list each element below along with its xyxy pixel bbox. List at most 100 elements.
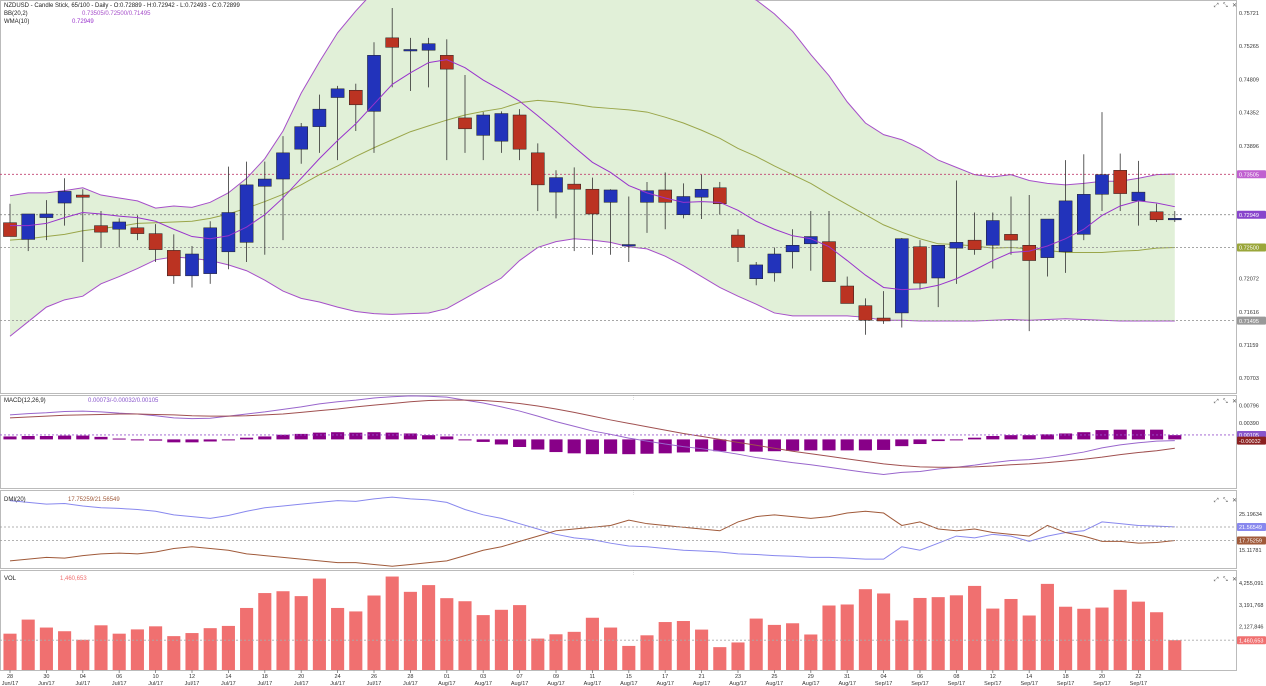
volume-bar[interactable] [695, 629, 709, 670]
volume-bar[interactable] [312, 578, 326, 670]
candle-body[interactable] [1131, 191, 1146, 202]
candle-body[interactable] [822, 241, 836, 282]
candle-body[interactable] [894, 238, 909, 314]
vol-close-icon[interactable]: ✕ [1232, 577, 1237, 583]
candle-body[interactable] [185, 253, 199, 277]
price-close-icon[interactable]: ✕ [1232, 3, 1237, 9]
candle-body[interactable] [367, 55, 381, 112]
volume-bar[interactable] [513, 605, 527, 670]
candle-body[interactable] [858, 305, 873, 321]
candle-body[interactable] [294, 126, 309, 150]
volume-bar[interactable] [585, 617, 599, 670]
candle-body[interactable] [567, 183, 582, 190]
volume-bar[interactable] [895, 620, 909, 670]
candle-body[interactable] [21, 213, 36, 240]
price-collapse-icon[interactable]: ⤡ [1223, 2, 1228, 9]
candle-body[interactable] [840, 285, 855, 304]
panel-controls[interactable]: ⤢ ⤡ ✕ ⤢ ⤡ ✕ ⤢ ⤡ ✕ ⤢ ⤡ ✕ ⋮ ⋮ ⋮ [631, 2, 1237, 583]
volume-bar[interactable] [604, 627, 618, 670]
candle-body[interactable] [348, 89, 363, 106]
candle-body[interactable] [385, 37, 400, 48]
volume-bar[interactable] [112, 633, 126, 670]
candle-body[interactable] [985, 220, 1000, 246]
macd-close-icon[interactable]: ✕ [1232, 399, 1237, 405]
volume-bar[interactable] [622, 645, 636, 670]
volume-bar[interactable] [749, 618, 763, 670]
volume-bar[interactable] [1168, 640, 1182, 670]
volume-bar[interactable] [786, 623, 800, 670]
volume-bar[interactable] [349, 611, 363, 670]
volume-bar[interactable] [949, 595, 963, 670]
candle-body[interactable] [458, 117, 472, 130]
candle-body[interactable] [221, 212, 236, 253]
macd-collapse-icon[interactable]: ⤡ [1223, 398, 1228, 405]
candle-body[interactable] [494, 113, 509, 142]
candle-body[interactable] [112, 221, 127, 230]
candle-body[interactable] [476, 114, 491, 136]
dmi-panel[interactable] [0, 496, 1236, 567]
volume-bar[interactable] [440, 598, 454, 670]
candle-body[interactable] [330, 88, 345, 98]
volume-bar[interactable] [385, 576, 399, 670]
candle-body[interactable] [931, 245, 946, 279]
volume-bar[interactable] [276, 591, 290, 670]
volume-bar[interactable] [713, 647, 727, 670]
candle-body[interactable] [312, 108, 327, 127]
candle-body[interactable] [949, 242, 964, 249]
volume-bar[interactable] [1059, 606, 1073, 670]
volume-bar[interactable] [567, 631, 581, 670]
volume-bar[interactable] [3, 633, 17, 670]
candle-body[interactable] [549, 177, 563, 193]
panel-resize-handle[interactable]: ⋮ [631, 395, 636, 401]
candle-body[interactable] [1113, 170, 1128, 194]
candle-body[interactable] [658, 189, 673, 203]
volume-bar[interactable] [1077, 608, 1091, 670]
candle-body[interactable] [712, 187, 727, 205]
volume-bar[interactable] [458, 601, 472, 670]
volume-bar[interactable] [531, 638, 545, 670]
candle-body[interactable] [640, 190, 654, 203]
volume-bar[interactable] [21, 619, 35, 670]
candle-body[interactable] [1058, 200, 1073, 253]
volume-bar[interactable] [76, 639, 90, 670]
candle-body[interactable] [803, 236, 818, 245]
candle-body[interactable] [3, 222, 17, 237]
volume-bar[interactable] [149, 626, 163, 670]
volume-bar[interactable] [731, 642, 745, 670]
dmi-expand-icon[interactable]: ⤢ [1214, 497, 1219, 504]
candle-body[interactable] [676, 196, 691, 215]
candle-body[interactable] [130, 227, 145, 234]
volume-bar[interactable] [240, 607, 254, 670]
candle-body[interactable] [621, 244, 636, 247]
volume-bar[interactable] [968, 585, 982, 670]
candle-body[interactable] [257, 178, 272, 187]
candle-body[interactable] [57, 191, 72, 204]
volume-bar[interactable] [767, 624, 781, 670]
candle-body[interactable] [512, 114, 527, 150]
candle-body[interactable] [530, 152, 545, 186]
volume-bar[interactable] [1095, 607, 1109, 670]
volume-bar[interactable] [258, 593, 272, 670]
candle-body[interactable] [1004, 234, 1018, 241]
price-expand-icon[interactable]: ⤢ [1214, 2, 1219, 9]
candle-body[interactable] [876, 317, 891, 322]
candle-body[interactable] [694, 188, 709, 198]
bb-legend-label[interactable]: BB(20,2) [4, 11, 28, 17]
vol-legend-label[interactable]: VOL [4, 576, 17, 582]
volume-panel[interactable] [0, 576, 1236, 670]
volume-bar[interactable] [58, 631, 72, 670]
volume-bar[interactable] [203, 628, 217, 670]
volume-bar[interactable] [94, 625, 108, 670]
candle-body[interactable] [767, 253, 782, 274]
candle-body[interactable] [749, 264, 764, 279]
dmi-legend-label[interactable]: DMI(20) [4, 497, 26, 503]
volume-bar[interactable] [39, 627, 53, 670]
volume-bar[interactable] [549, 634, 563, 670]
volume-bar[interactable] [640, 635, 654, 670]
volume-bar[interactable] [185, 633, 199, 670]
volume-bar[interactable] [676, 621, 690, 670]
volume-bar[interactable] [877, 593, 891, 670]
candle-body[interactable] [421, 43, 436, 51]
volume-bar[interactable] [403, 591, 417, 670]
candle-body[interactable] [913, 246, 927, 284]
